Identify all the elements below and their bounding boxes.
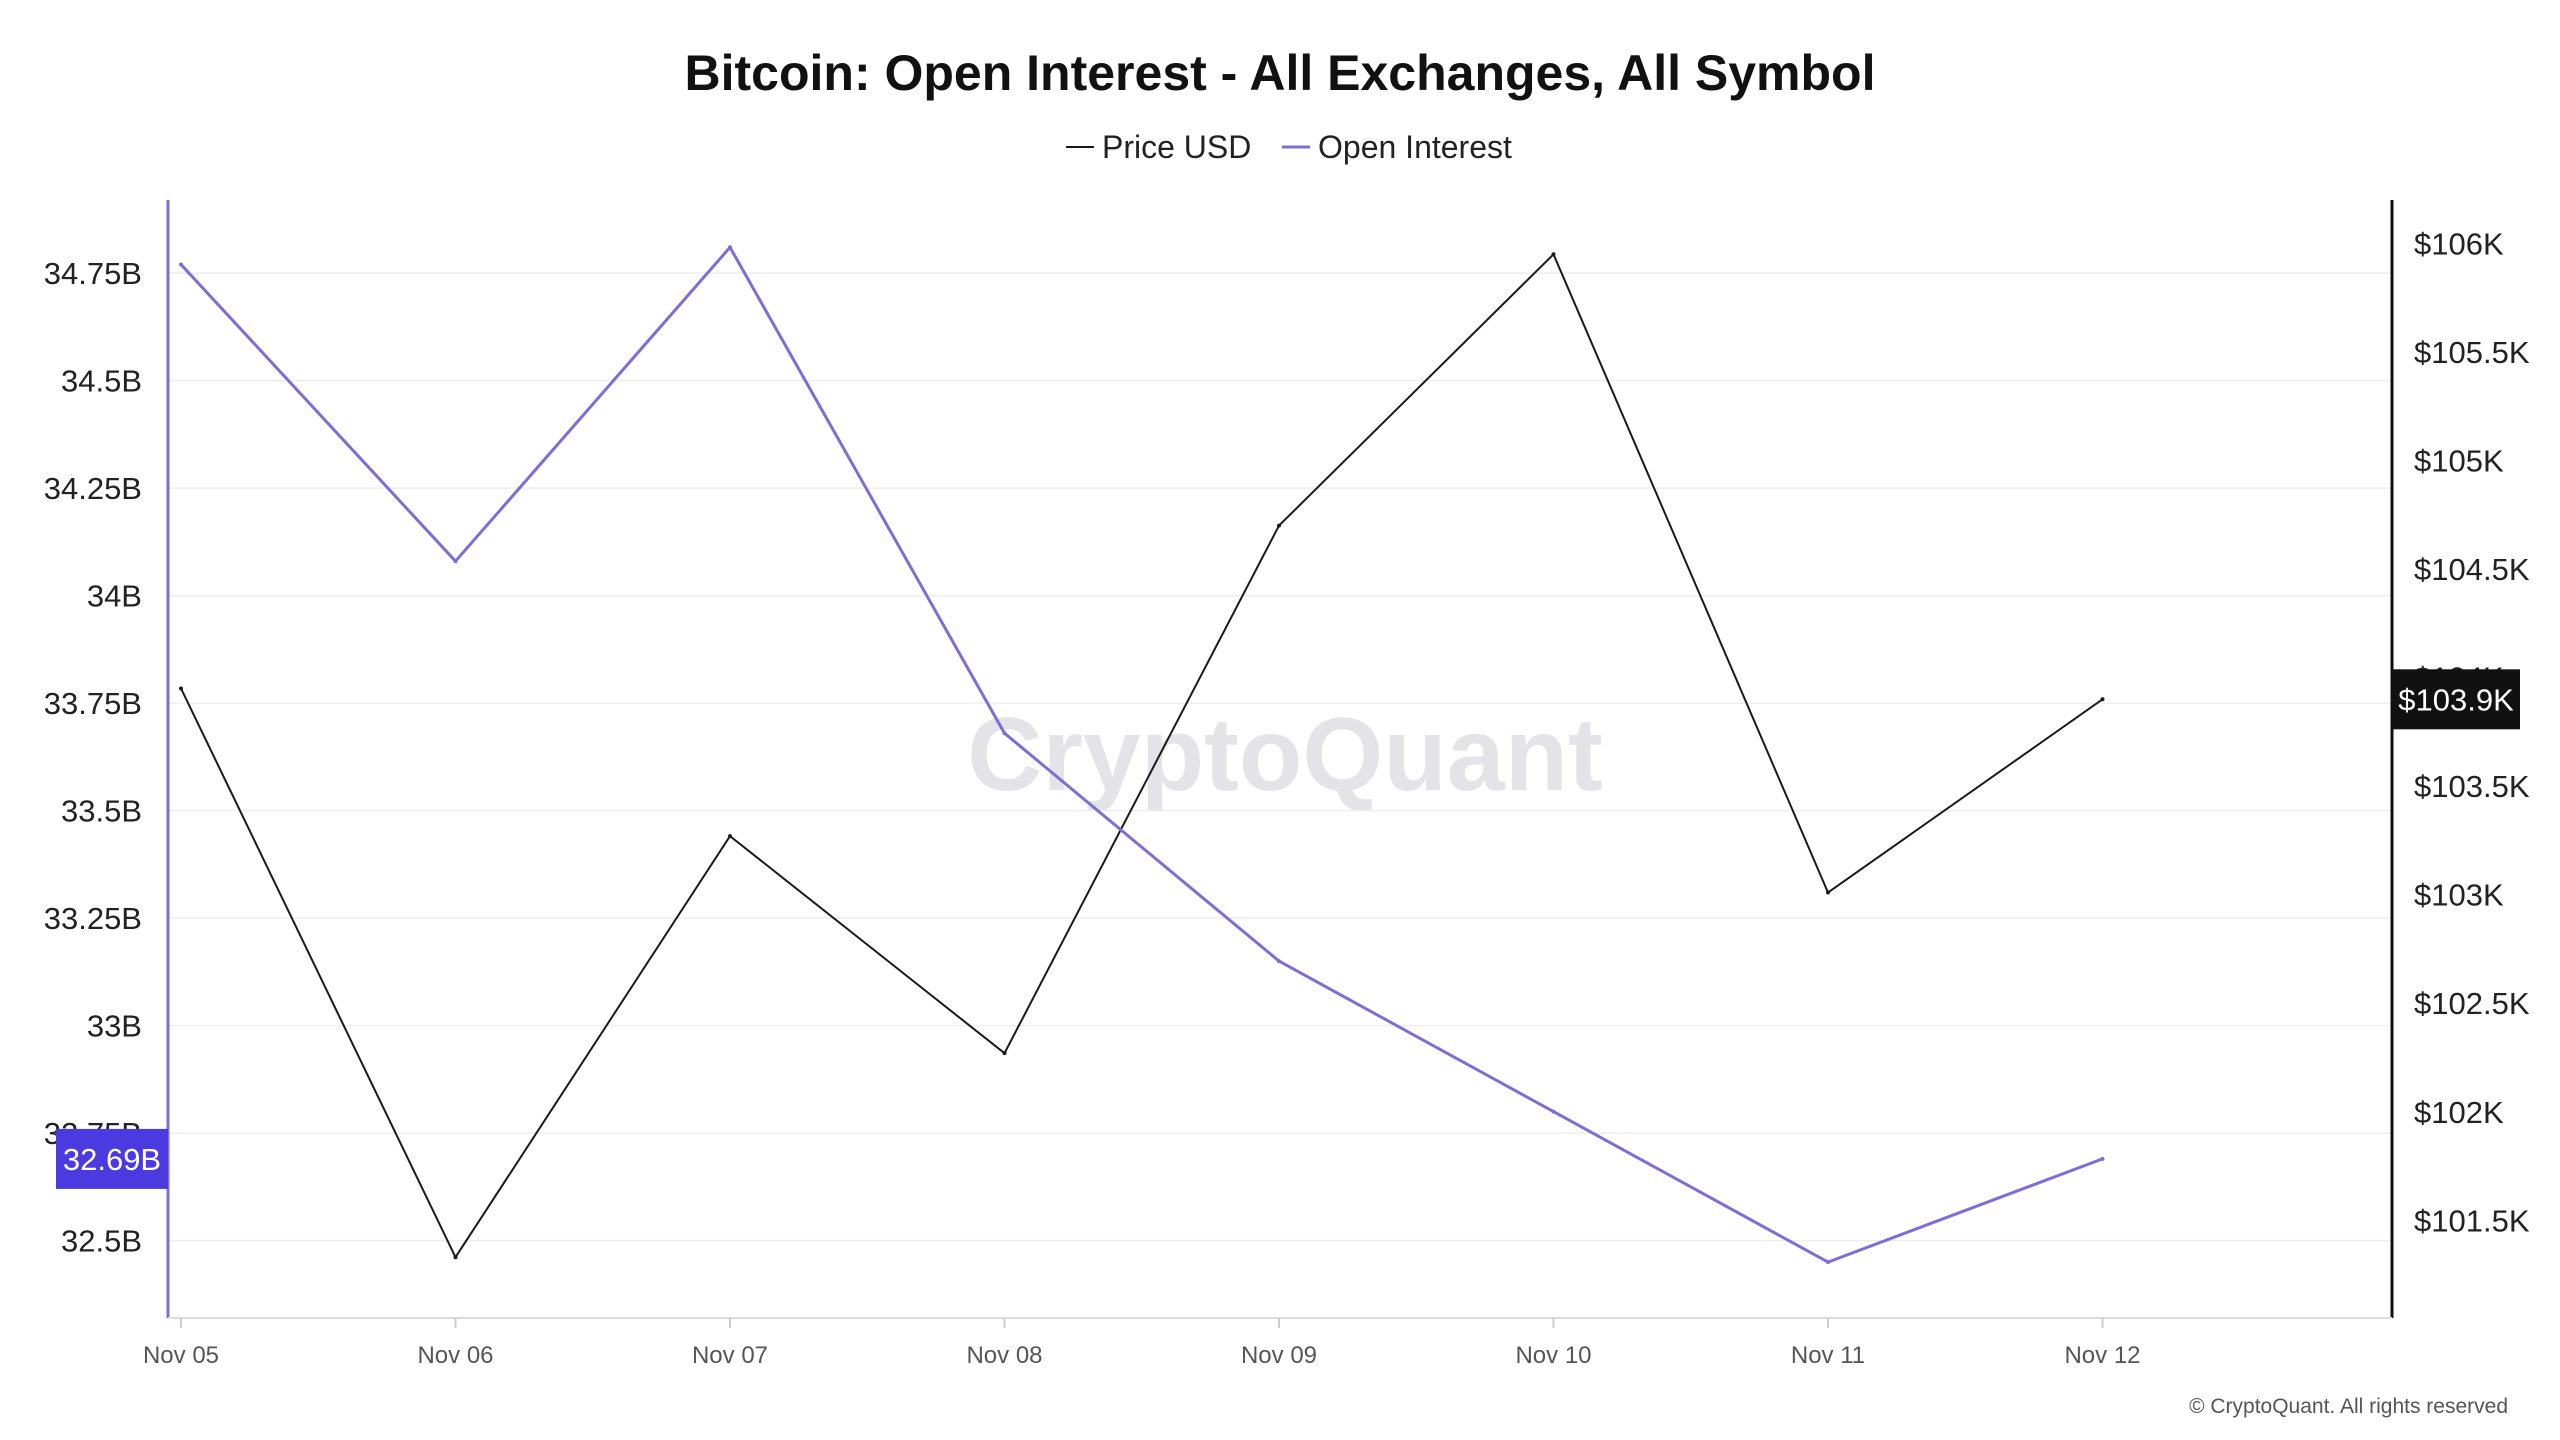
data-point-open-interest[interactable] [1002,731,1007,736]
series-line-price-usd[interactable] [180,253,2104,1259]
data-point-price-usd[interactable] [2100,697,2105,702]
copyright-note: © CryptoQuant. All rights reserved [2189,1395,2508,1418]
series-lines [179,245,2105,1265]
left-y-tick-label: 34B [87,579,142,614]
data-point-price-usd[interactable] [1551,252,1556,257]
data-point-open-interest[interactable] [179,262,183,267]
x-tick-label: Nov 06 [417,1342,493,1369]
left-y-tick-label: 34.25B [44,471,142,506]
data-point-price-usd[interactable] [728,834,732,839]
current-price-badge [2392,669,2520,730]
right-y-tick-label: $106K [2414,226,2504,261]
data-point-open-interest[interactable] [728,245,732,250]
left-y-tick-label: 34.75B [44,256,142,291]
x-tick-label: Nov 09 [1241,1342,1317,1369]
left-y-tick-label: 33B [87,1009,142,1044]
legend-label-price-usd[interactable]: Price USD [1102,129,1251,165]
watermark: CryptoQuant [967,697,1603,813]
right-y-tick-label: $102.5K [2414,986,2530,1021]
x-axis-ticks: Nov 05 Nov 06 Nov 07 Nov 08 Nov 09 Nov 10 Nov … [143,1318,2141,1369]
x-tick-label: Nov 07 [692,1342,768,1369]
x-tick-label: Nov 08 [966,1342,1042,1369]
data-point-price-usd[interactable] [1002,1051,1007,1056]
left-y-axis-ticks: 34.75B 34.5B 34.25B 34B 33.75B 33.5B 33.25B 33B… [44,256,142,1259]
data-point-open-interest[interactable] [1551,1109,1556,1114]
grid-lines [168,272,2392,1242]
data-point-open-interest[interactable] [1826,1260,1830,1265]
current-open-interest-label: 32.69B [63,1142,161,1177]
data-point-open-interest[interactable] [1277,959,1281,964]
right-y-tick-label: $102K [2414,1095,2504,1130]
left-y-tick-label: 34.5B [61,364,142,399]
right-y-tick-label: $103.5K [2414,769,2530,804]
legend: Price USD Open Interest [1066,129,1512,165]
current-price-label: $103.9K [2398,682,2514,717]
left-y-tick-label: 32.5B [61,1224,142,1259]
data-point-open-interest[interactable] [453,559,458,564]
series-line-open-interest[interactable] [179,245,2104,1264]
data-point-price-usd[interactable] [453,1255,458,1260]
current-value-badges: 32.69B $103.9K [56,669,2520,1189]
x-tick-label: Nov 10 [1515,1342,1591,1369]
left-y-tick-label: 33.25B [44,901,142,936]
chart-title: Bitcoin: Open Interest - All Exchanges, … [685,45,1876,101]
data-point-open-interest[interactable] [2100,1156,2105,1161]
right-y-tick-label: $103K [2414,878,2504,913]
legend-label-open-interest[interactable]: Open Interest [1318,129,1512,165]
left-y-tick-label: 33.5B [61,794,142,829]
current-open-interest-badge [56,1128,168,1189]
right-y-tick-label: $104.5K [2414,552,2530,587]
left-y-tick-label: 33.75B [44,686,142,721]
right-y-tick-label: $105K [2414,444,2504,479]
data-point-price-usd[interactable] [1277,523,1281,528]
right-y-tick-label: $101.5K [2414,1203,2530,1238]
x-tick-label: Nov 12 [2064,1342,2140,1369]
right-y-axis-ticks: $106K$105.5K$105K$104.5K$104K$103.5K$103… [2414,226,2530,1238]
right-y-tick-label: $105.5K [2414,335,2530,370]
data-point-price-usd[interactable] [1826,890,1830,895]
x-tick-label: Nov 05 [143,1342,219,1369]
data-point-price-usd[interactable] [179,686,183,691]
x-tick-label: Nov 11 [1791,1342,1865,1369]
